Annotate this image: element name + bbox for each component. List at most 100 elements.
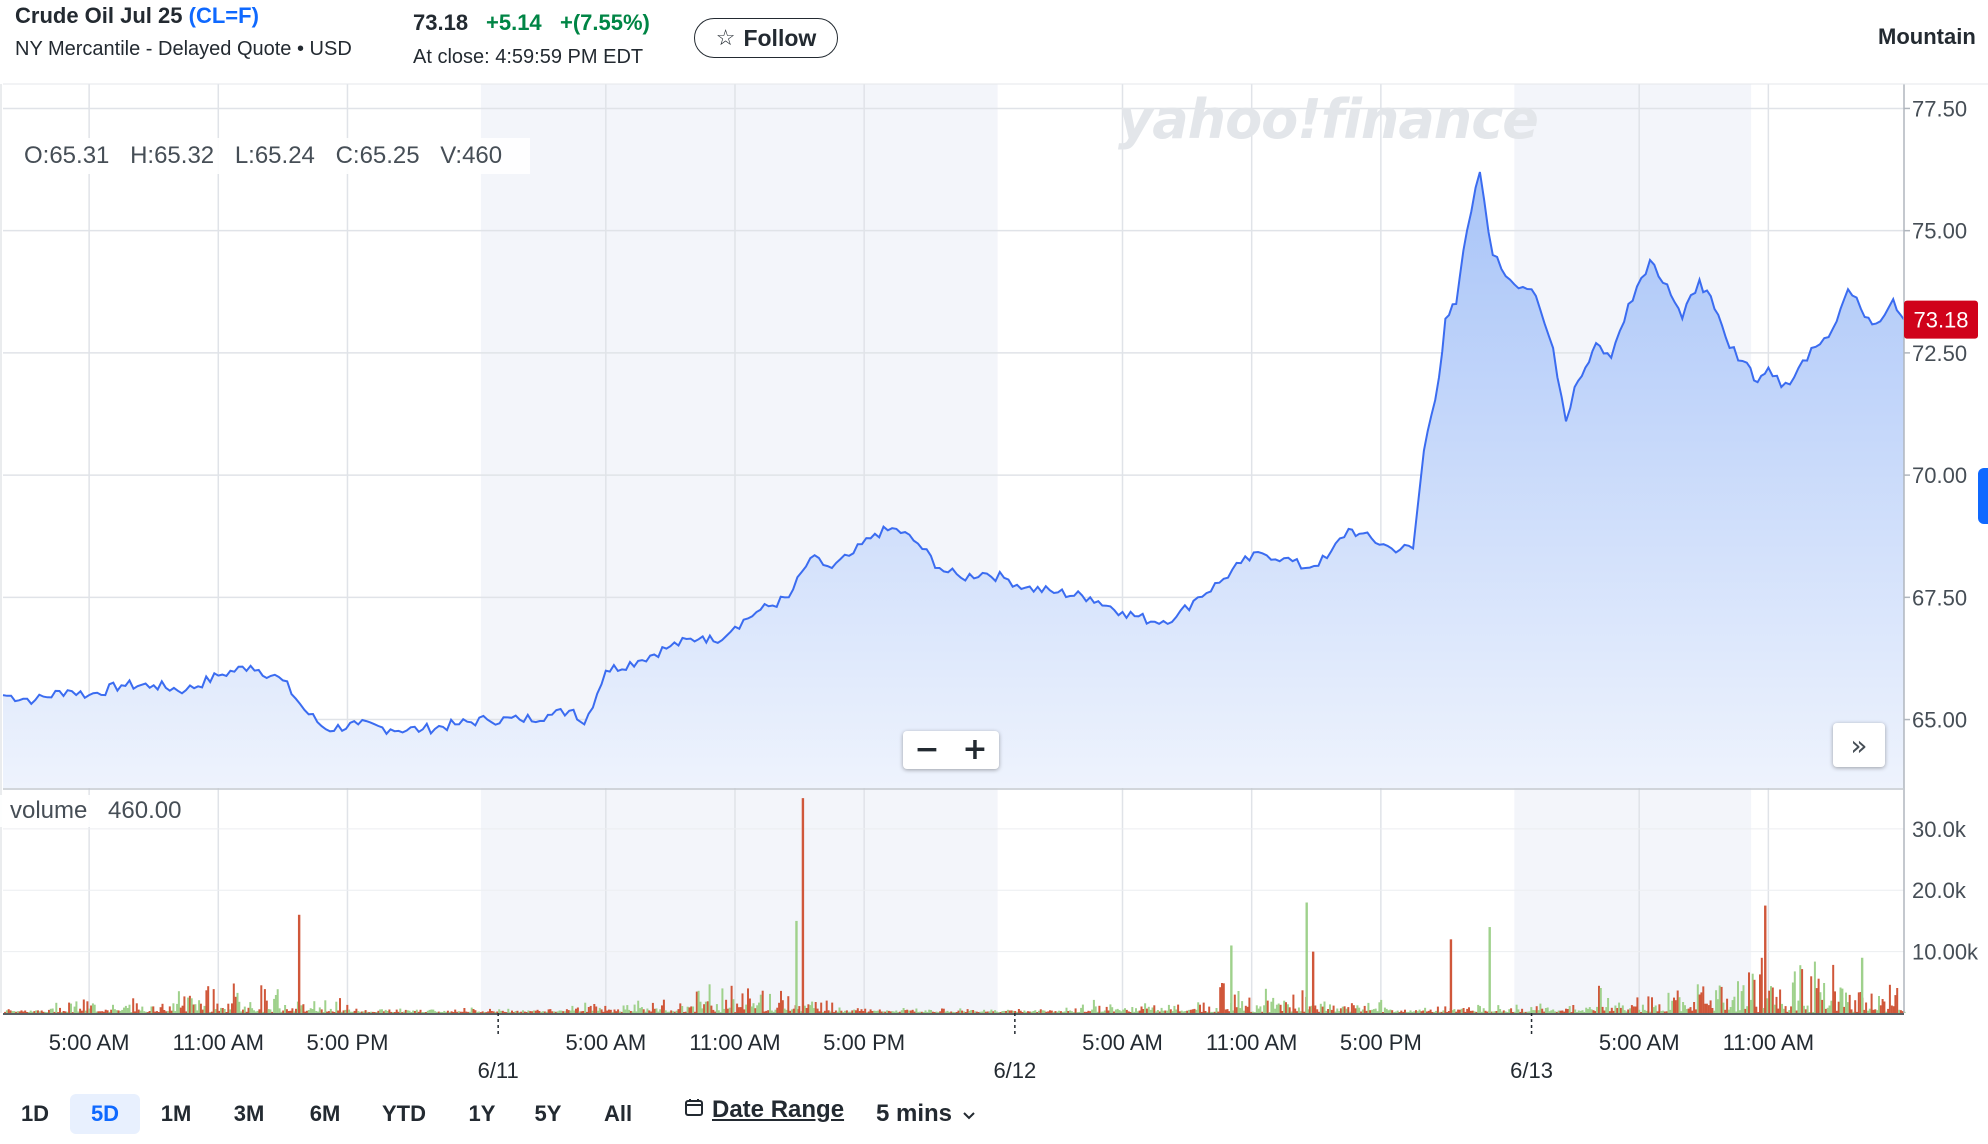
volume-bar [1091,1009,1094,1013]
volume-bar [844,1010,846,1013]
range-button-5y[interactable]: 5Y [522,1094,574,1134]
volume-bar [803,1005,806,1013]
volume-bar [1607,998,1610,1013]
volume-bar [1479,1006,1481,1013]
volume-bar [851,1010,854,1013]
range-button-ytd[interactable]: YTD [368,1094,440,1134]
volume-bar [1663,1011,1666,1013]
volume-bar [1398,1012,1401,1013]
volume-bar [379,1009,382,1013]
volume-bar [117,1010,120,1013]
volume-bar [920,1011,923,1013]
volume-bar [1003,1010,1006,1013]
volume-bar [1202,1002,1205,1013]
volume-bar [227,1003,230,1013]
volume-bar [684,1011,687,1013]
volume-bar [732,999,735,1013]
zoom-in-button[interactable]: + [951,731,999,769]
volume-bar [525,1012,528,1013]
volume-bar [382,1011,385,1013]
volume-bar [1570,1012,1573,1013]
volume-bar [1457,1009,1460,1013]
volume-bar [554,1011,557,1013]
volume-bar [231,1003,233,1013]
volume-bar [1528,1011,1531,1013]
volume-bar [1522,1011,1525,1013]
volume-bar [1307,1009,1309,1013]
volume-bar [344,1009,347,1013]
double-chevron-right-icon[interactable]: » [1833,723,1885,767]
volume-bar [915,1008,918,1013]
volume-bar [791,1009,793,1013]
volume-bar [1731,1000,1734,1013]
range-button-1m[interactable]: 1M [148,1094,204,1134]
volume-bar [1274,1008,1277,1013]
volume-bar [306,1010,308,1013]
volume-bar [860,1009,863,1013]
range-button-1d[interactable]: 1D [8,1094,62,1134]
volume-bar [1266,1000,1269,1013]
follow-button[interactable]: ☆ Follow [694,18,838,58]
volume-bar [1585,1007,1588,1013]
volume-bar [1817,978,1820,1013]
zoom-out-button[interactable]: − [903,731,951,769]
volume-bar [1740,991,1743,1013]
volume-bar [523,1011,526,1013]
volume-bar [251,1008,254,1013]
volume-bar [1286,1004,1289,1013]
volume-bar [1491,1011,1494,1013]
volume-bar [979,1011,982,1013]
range-button-1y[interactable]: 1Y [456,1094,508,1134]
volume-bar [1623,1010,1626,1013]
range-button-5d[interactable]: 5D [70,1094,140,1134]
volume-bar [895,1010,898,1013]
x-tick-label: 5:00 AM [1082,1030,1163,1055]
mountain-label[interactable]: Mountain [1878,24,1976,49]
volume-bar [38,1011,41,1013]
volume-bar [1682,1002,1685,1013]
volume-bar [1017,1009,1020,1013]
volume-bar [833,1012,835,1013]
volume-bar [1775,996,1778,1013]
volume-bar [1272,997,1275,1013]
volume-bar [1561,1010,1564,1013]
range-button-3m[interactable]: 3M [218,1094,280,1134]
volume-bar [113,1009,116,1013]
volume-bar [1005,1011,1008,1013]
volume-bar [1146,1008,1148,1013]
volume-bar [977,1012,980,1013]
volume-bar [812,1008,815,1013]
volume-bar [783,1008,786,1013]
yahoo-finance-watermark: yahoo!finance [1118,88,1539,151]
volume-bar [135,1003,138,1013]
volume-bar [1136,1011,1139,1013]
volume-bar [992,1011,995,1013]
volume-bar [908,1010,911,1013]
volume-bar [1601,1006,1604,1013]
side-panel-tab[interactable] [1978,468,1988,524]
date-label: 6/12 [993,1058,1036,1083]
volume-bar [1056,1011,1059,1013]
volume-bar [509,1012,512,1013]
volume-bar [529,1011,532,1013]
volume-bar [1424,1007,1427,1013]
date-range-button[interactable]: Date Range [684,1096,844,1124]
volume-bar [1801,969,1804,1013]
x-tick-label: 11:00 AM [173,1030,264,1055]
volume-bar [333,1012,336,1013]
volume-bar [1444,1006,1447,1013]
volume-bar [209,1012,211,1013]
volume-bar [1704,1003,1707,1013]
volume-bar [562,1011,565,1013]
quote-symbol-link[interactable]: (CL=F) [188,3,259,28]
quote-price: 73.18 [413,10,469,35]
range-button-6m[interactable]: 6M [294,1094,356,1134]
range-button-all[interactable]: All [590,1094,646,1134]
volume-bar [1768,990,1771,1013]
interval-select[interactable]: 5 mins [876,1100,976,1128]
chart-axes [0,83,1988,1035]
volume-bar [1288,1007,1291,1013]
volume-bar [673,1011,676,1013]
volume-bar [452,1012,455,1013]
